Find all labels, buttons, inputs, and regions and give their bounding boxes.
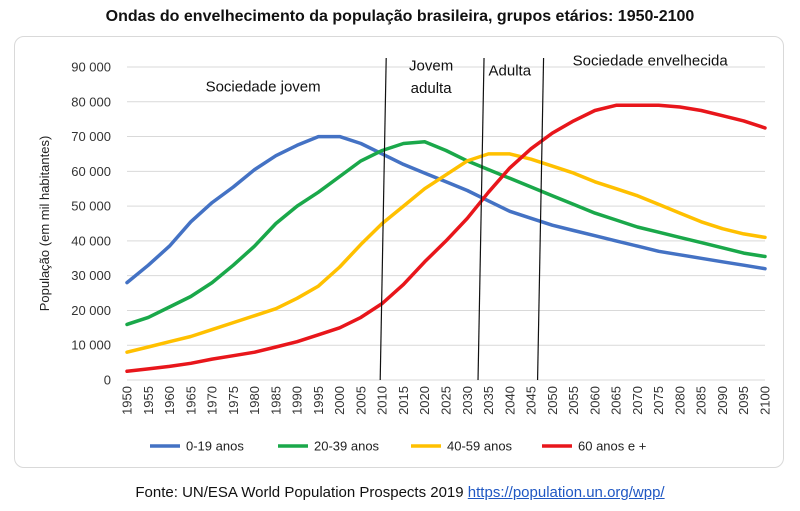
x-tick-label: 2060	[587, 386, 602, 415]
x-tick-label: 2050	[545, 386, 560, 415]
era-divider-line	[379, 57, 387, 381]
x-tick-label: 2055	[566, 386, 581, 415]
source-text: Fonte: UN/ESA World Population Prospects…	[135, 484, 464, 501]
series-line	[125, 152, 767, 354]
legend-label: 0-19 anos	[186, 439, 244, 454]
x-tick-label: 2040	[502, 386, 517, 415]
y-axis-ticks: 0 10 000 20 000 30 000 40 000 50 000 60 000 70 …	[71, 60, 111, 388]
era-divider-line	[477, 57, 485, 381]
era-annotation: Jovem	[409, 57, 453, 74]
y-tick-label: 60 000	[71, 164, 111, 179]
y-tick-label: 20 000	[71, 303, 111, 318]
source-link[interactable]: https://population.un.org/wpp/	[467, 484, 665, 501]
x-tick-label: 1990	[290, 386, 305, 415]
x-tick-label: 2005	[353, 386, 368, 415]
gridlines	[127, 66, 765, 381]
y-tick-label: 70 000	[71, 129, 111, 144]
series-line	[125, 134, 767, 285]
era-annotations: Sociedade jovem Jovem adulta Adulta Sociedad…	[206, 52, 729, 97]
era-dividers	[379, 57, 545, 381]
y-tick-label: 0	[104, 373, 111, 388]
series-line	[125, 103, 767, 374]
y-axis-label: População (em mil habitantes)	[37, 136, 52, 312]
x-tick-label: 1980	[247, 386, 262, 415]
source-note: Fonte: UN/ESA World Population Prospects…	[0, 484, 800, 501]
legend-label: 20-39 anos	[314, 439, 380, 454]
era-annotation: Adulta	[489, 63, 532, 80]
y-tick-label: 80 000	[71, 94, 111, 109]
x-tick-label: 2070	[630, 386, 645, 415]
x-tick-label: 1970	[205, 386, 220, 415]
x-tick-label: 1995	[311, 386, 326, 415]
legend-label: 40-59 anos	[447, 439, 513, 454]
x-tick-label: 1975	[226, 386, 241, 415]
x-tick-label: 2035	[481, 386, 496, 415]
series-line	[125, 140, 767, 327]
x-tick-label: 2095	[736, 386, 751, 415]
x-tick-label: 2080	[672, 386, 687, 415]
x-tick-label: 2030	[460, 386, 475, 415]
x-tick-label: 2000	[332, 386, 347, 415]
x-tick-label: 2015	[396, 386, 411, 415]
era-annotation: adulta	[411, 80, 453, 97]
y-tick-label: 90 000	[71, 60, 111, 75]
x-tick-label: 2045	[524, 386, 539, 415]
series-lines	[125, 103, 767, 374]
x-tick-label: 2085	[694, 386, 709, 415]
y-tick-label: 30 000	[71, 268, 111, 283]
x-tick-label: 1965	[183, 386, 198, 415]
x-tick-label: 1955	[141, 386, 156, 415]
x-tick-label: 2090	[715, 386, 730, 415]
x-tick-label: 2025	[439, 386, 454, 415]
x-tick-label: 1960	[162, 386, 177, 415]
legend-label: 60 anos e +	[578, 439, 646, 454]
x-tick-label: 2020	[417, 386, 432, 415]
y-tick-label: 50 000	[71, 199, 111, 214]
legend: 0-19 anos 20-39 anos 40-59 anos 60 anos e +	[150, 439, 646, 454]
x-tick-label: 2065	[609, 386, 624, 415]
x-tick-label: 2075	[651, 386, 666, 415]
era-annotation: Sociedade jovem	[206, 78, 321, 95]
chart-title: Ondas do envelhecimento da população bra…	[105, 8, 695, 25]
x-tick-label: 1950	[120, 386, 135, 415]
line-chart: 0 10 000 20 000 30 000 40 000 50 000 60 000 70 …	[37, 52, 773, 454]
x-tick-label: 2010	[375, 386, 390, 415]
x-tick-label: 1985	[268, 386, 283, 415]
x-tick-label: 2100	[758, 386, 773, 415]
era-divider-line	[536, 57, 545, 381]
x-axis-ticks: 1950 1955 1960 1965 1970 1975 1980 1985 1990 1995…	[120, 386, 773, 415]
y-tick-label: 10 000	[71, 338, 111, 353]
era-annotation: Sociedade envelhecida	[573, 52, 729, 69]
y-tick-label: 40 000	[71, 233, 111, 248]
